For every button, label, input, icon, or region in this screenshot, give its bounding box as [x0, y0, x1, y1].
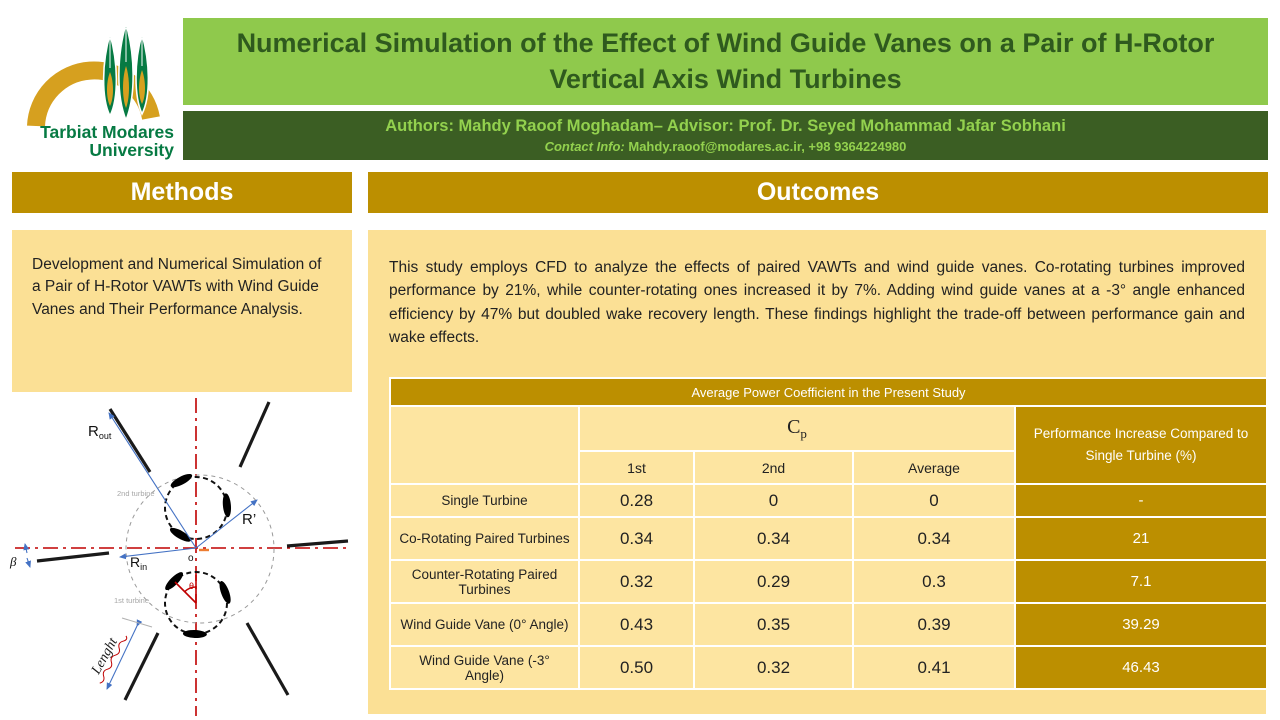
table-header-row: Cp Performance Increase Compared to Sing…	[389, 405, 1268, 485]
length-measure-arrow	[106, 619, 143, 690]
guide-vane	[245, 622, 290, 696]
r-in-label: Rin	[130, 554, 147, 572]
outcomes-box: This study employs CFD to analyze the ef…	[368, 230, 1268, 714]
table-row: Single Turbine 0.28 0 0 -	[389, 483, 1268, 518]
guide-vane	[286, 539, 349, 548]
r-prime-label: R’	[242, 511, 256, 528]
cp-average: 0.41	[852, 645, 1016, 690]
cp-1st: 0.34	[578, 516, 695, 561]
logo-cypress-trees	[102, 21, 150, 123]
turbine-pair-diagram: Rout R’ Rin β θ o 2nd turbine 1st turbin…	[9, 398, 349, 716]
theta-label: θ	[189, 581, 194, 591]
cp-header: Cp	[578, 405, 1016, 452]
contact-line: Contact Info: Mahdy.raoof@modares.ac.ir,…	[183, 139, 1268, 154]
outcomes-header: Outcomes	[368, 172, 1268, 213]
cp-average: 0.39	[852, 602, 1016, 647]
length-label: Lenght	[88, 635, 128, 684]
cp-average: 0	[852, 483, 1016, 518]
table-corner-cell	[389, 405, 580, 485]
table-subheader-row: 1st 2nd Average	[390, 450, 1267, 485]
r-out-arrow	[108, 412, 197, 549]
methods-heading: Methods	[130, 178, 234, 206]
methods-header: Methods	[12, 172, 352, 213]
enclosing-circle	[125, 474, 275, 624]
r-in-arrow	[119, 547, 197, 560]
r-out-label: Rout	[88, 423, 112, 441]
contact-label: Contact Info:	[544, 139, 625, 154]
performance-value: 39.29	[1014, 602, 1268, 647]
performance-header: Performance Increase Compared to Single …	[1014, 405, 1268, 485]
performance-value: 7.1	[1014, 559, 1268, 604]
svg-text:Lenght: Lenght	[88, 635, 121, 678]
row-label: Counter-Rotating Paired Turbines	[389, 559, 580, 604]
subheader-average: Average	[852, 450, 1016, 485]
logo-text-line2: University	[89, 140, 174, 160]
r-prime-arrow	[195, 499, 258, 549]
cp-1st: 0.32	[578, 559, 695, 604]
cp-average: 0.34	[852, 516, 1016, 561]
table-row: Wind Guide Vane (-3° Angle) 0.50 0.32 0.…	[389, 645, 1268, 690]
crosshair-axes	[15, 398, 348, 716]
tarbiat-modares-logo: Tarbiat Modares University	[27, 21, 174, 160]
outcomes-heading: Outcomes	[756, 178, 880, 206]
table-title: Average Power Coefficient in the Present…	[389, 377, 1268, 407]
subheader-2nd: 2nd	[693, 450, 854, 485]
table-row: Co-Rotating Paired Turbines 0.34 0.34 0.…	[389, 516, 1268, 561]
logo-text-line1: Tarbiat Modares	[40, 122, 174, 142]
origin-label: o	[188, 553, 194, 564]
cp-2nd: 0.29	[693, 559, 854, 604]
cp-1st: 0.28	[578, 483, 695, 518]
subheader-1st: 1st	[578, 450, 695, 485]
cp-1st: 0.43	[578, 602, 695, 647]
guide-vane	[123, 632, 160, 701]
authors-bar: Authors: Mahdy Raoof Moghadam– Advisor: …	[183, 111, 1268, 160]
performance-value: -	[1014, 483, 1268, 518]
row-label: Wind Guide Vane (-3° Angle)	[389, 645, 580, 690]
rotor-blade	[222, 493, 232, 518]
guide-vane	[108, 408, 152, 473]
methods-box: Development and Numerical Simulation of …	[12, 230, 352, 392]
title-bar: Numerical Simulation of the Effect of Wi…	[183, 18, 1268, 105]
lower-rotor	[164, 571, 231, 639]
beta-angle-arrow	[25, 557, 31, 568]
methods-body: Development and Numerical Simulation of …	[32, 256, 322, 318]
theta-angle	[174, 575, 197, 604]
authors-line: Authors: Mahdy Raoof Moghadam– Advisor: …	[385, 117, 1066, 135]
row-label: Single Turbine	[389, 483, 580, 518]
rotor-blade	[182, 629, 207, 639]
beta-angle-arrow	[23, 543, 30, 554]
rotor-blade	[219, 581, 231, 604]
table-row: Wind Guide Vane (0° Angle) 0.43 0.35 0.3…	[389, 602, 1268, 647]
rotor-blade	[169, 527, 192, 542]
spellcheck-squiggle	[99, 635, 128, 684]
table-row: Counter-Rotating Paired Turbines 0.32 0.…	[389, 559, 1268, 604]
row-label: Wind Guide Vane (0° Angle)	[389, 602, 580, 647]
row-label: Co-Rotating Paired Turbines	[389, 516, 580, 561]
guide-vane	[36, 551, 110, 563]
cp-2nd: 0.35	[693, 602, 854, 647]
first-turbine-label: 1st turbine	[114, 596, 149, 605]
guide-vanes	[36, 401, 349, 701]
cp-1st: 0.50	[578, 645, 695, 690]
rotor-blade	[165, 572, 184, 591]
upper-rotor	[164, 473, 232, 542]
beta-label: β	[9, 554, 17, 569]
cp-2nd: 0.32	[693, 645, 854, 690]
rotor-blade	[170, 473, 193, 488]
outcomes-body: This study employs CFD to analyze the ef…	[389, 259, 1245, 346]
contact-value: Mahdy.raoof@modares.ac.ir, +98 936422498…	[628, 139, 907, 154]
cp-2nd: 0	[693, 483, 854, 518]
extension-line	[121, 617, 153, 628]
table-title-row: Average Power Coefficient in the Present…	[389, 377, 1268, 407]
cp-average: 0.3	[852, 559, 1016, 604]
radius-arrows	[23, 412, 258, 690]
performance-value: 21	[1014, 516, 1268, 561]
cp-2nd: 0.34	[693, 516, 854, 561]
performance-value: 46.43	[1014, 645, 1268, 690]
poster-title: Numerical Simulation of the Effect of Wi…	[236, 28, 1215, 94]
results-table: Average Power Coefficient in the Present…	[389, 377, 1268, 690]
guide-vane	[238, 401, 271, 468]
second-turbine-label: 2nd turbine	[117, 489, 155, 498]
